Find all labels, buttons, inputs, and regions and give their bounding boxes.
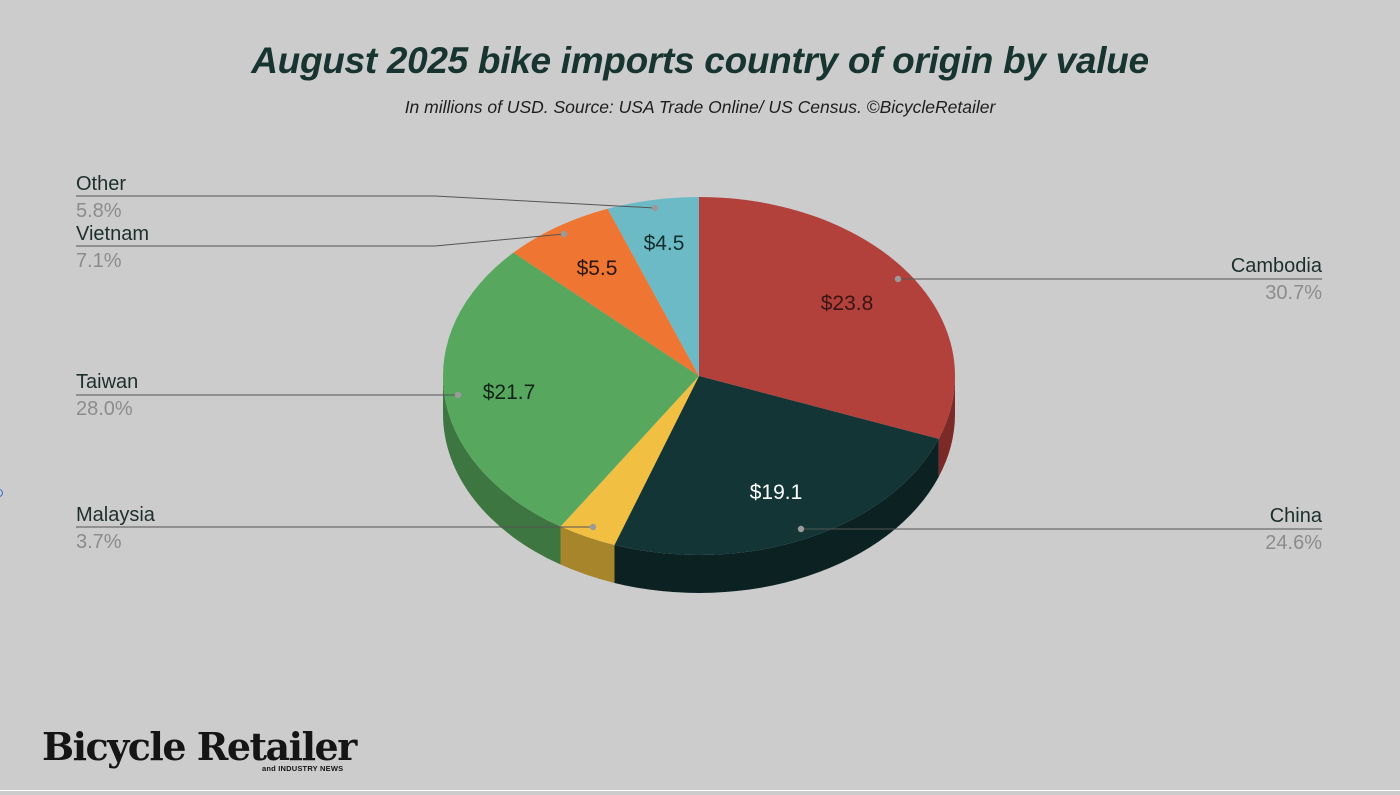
value-label-vietnam: $5.5 [577, 257, 618, 280]
pie-side-china [614, 438, 939, 594]
pie-slice-vietnam [513, 208, 699, 376]
callout-percent-other: 5.8% [76, 200, 122, 222]
callout-line-other [76, 195, 656, 209]
callout-name-china: China [1270, 505, 1323, 527]
pie-sides [443, 376, 955, 594]
pie-slices [443, 197, 955, 555]
callout-name-malaysia: Malaysia [76, 504, 156, 526]
callout-percent-malaysia: 3.7% [76, 531, 122, 553]
callout-percent-china: 24.6% [1265, 532, 1322, 554]
callout-percent-cambodia: 30.7% [1265, 282, 1322, 304]
pie-side-cambodia [938, 376, 955, 477]
pie-side-malaysia [560, 526, 615, 583]
callout-dot-cambodia [894, 275, 902, 283]
callout-percent-vietnam: 7.1% [76, 250, 122, 272]
callout-dot-taiwan [454, 391, 462, 399]
value-label-taiwan: $21.7 [483, 381, 536, 404]
value-label-cambodia: $23.8 [821, 292, 874, 315]
callout-dot-vietnam [560, 230, 568, 238]
callout-labels: Cambodia 30.7% China 24.6% Malaysia 3.7% Taiwa… [76, 173, 1323, 554]
callout-percent-taiwan: 28.0% [76, 398, 133, 420]
pie-slice-malaysia [560, 376, 699, 545]
callout-dot-malaysia [589, 523, 597, 531]
bottom-divider [0, 790, 1400, 791]
callout-name-vietnam: Vietnam [76, 223, 149, 245]
callout-dot-other [651, 204, 659, 212]
callout-name-taiwan: Taiwan [76, 371, 138, 393]
callout-lines [76, 195, 1322, 533]
pie-side-taiwan [443, 376, 561, 565]
brand-logo-subtitle: and INDUSTRY NEWS [262, 764, 344, 773]
value-label-other: $4.5 [644, 232, 685, 255]
brand-logo: Bicycle Retailer [42, 724, 357, 769]
pie-slice-taiwan [443, 252, 699, 527]
callout-name-cambodia: Cambodia [1231, 255, 1323, 277]
pie-slice-cambodia [699, 197, 955, 439]
value-labels: $23.8 $19.1 $21.7 $5.5 $4.5 [483, 232, 874, 504]
chart-subtitle: In millions of USD. Source: USA Trade On… [404, 97, 996, 117]
value-label-china: $19.1 [750, 481, 803, 504]
pie-slice-other [607, 197, 699, 376]
pie-slice-china [614, 376, 939, 555]
callout-name-other: Other [76, 173, 126, 195]
callout-dot-china [797, 525, 805, 533]
chart-title: August 2025 bike imports country of orig… [251, 40, 1149, 81]
callout-line-vietnam [76, 233, 565, 247]
